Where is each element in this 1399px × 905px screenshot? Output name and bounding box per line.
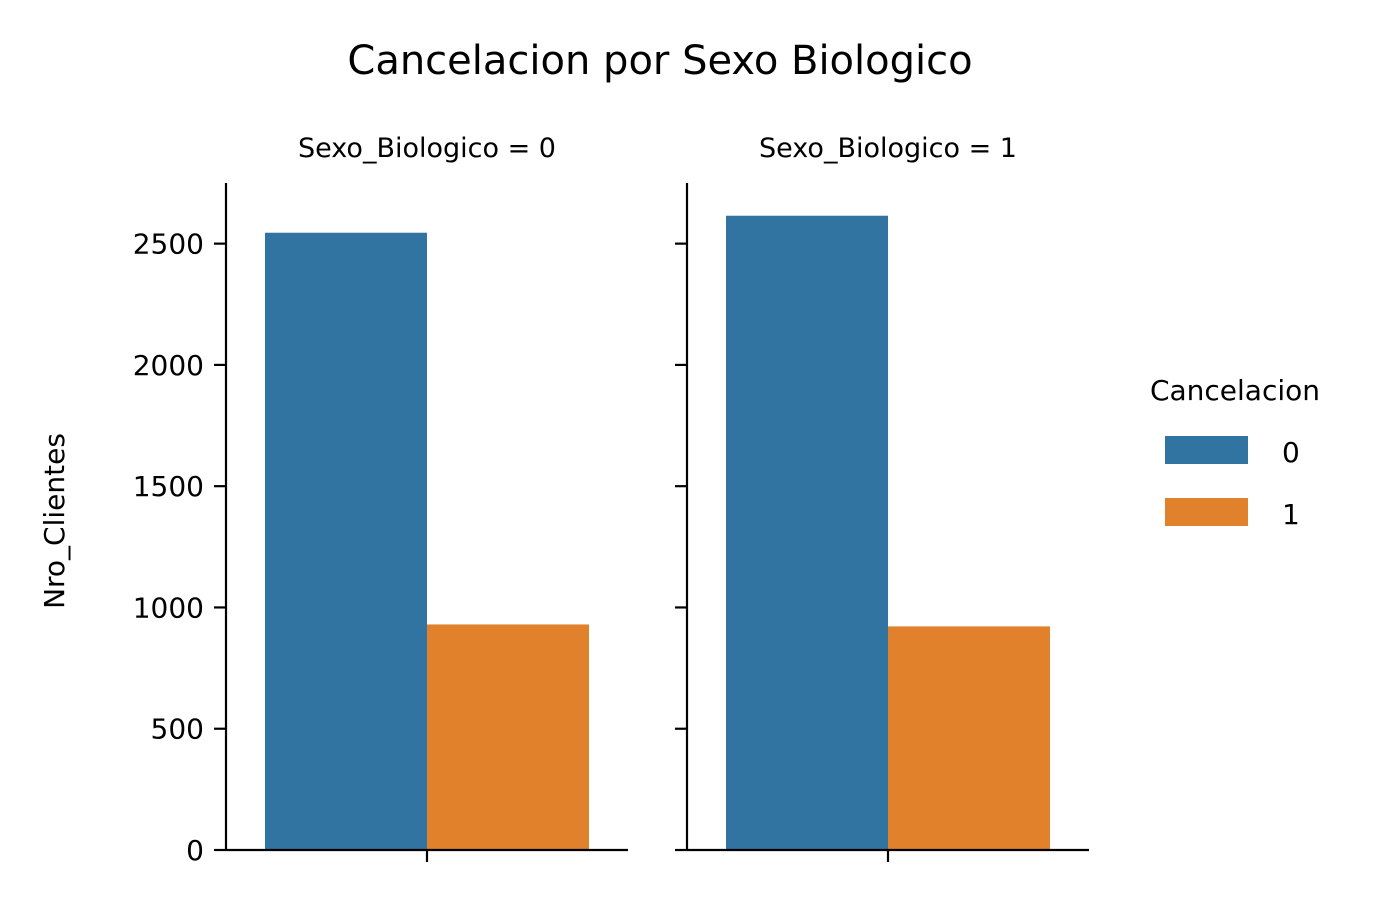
legend-label-0: 0 <box>1282 436 1300 469</box>
bar-facet-0-cancelacion-1 <box>427 624 589 850</box>
y-tick-label-500: 500 <box>151 713 204 746</box>
y-tick-label-1000: 1000 <box>133 591 204 624</box>
chart-title: Cancelacion por Sexo Biologico <box>347 38 972 84</box>
facet-title-1: Sexo_Biologico = 1 <box>759 133 1017 164</box>
y-tick-label-0: 0 <box>186 834 204 867</box>
bar-facet-0-cancelacion-0 <box>265 232 427 851</box>
y-tick-label-1500: 1500 <box>133 470 204 503</box>
facet-title-0: Sexo_Biologico = 0 <box>298 133 556 164</box>
legend-title: Cancelacion <box>1150 374 1320 407</box>
legend-swatch-0 <box>1165 436 1248 464</box>
facets: Sexo_Biologico = 005001000150020002500Se… <box>133 133 1089 867</box>
bar-facet-1-cancelacion-1 <box>888 626 1050 850</box>
facet-panel-1: Sexo_Biologico = 1 <box>675 133 1089 862</box>
legend-swatch-1 <box>1165 498 1248 526</box>
y-axis-label: Nro_Clientes <box>38 433 71 609</box>
facet-panel-0: Sexo_Biologico = 0 0 500 1000 1500 2000 2500 <box>133 133 628 867</box>
bar-facet-1-cancelacion-0 <box>726 215 888 850</box>
legend-label-1: 1 <box>1282 498 1300 531</box>
y-tick-label-2000: 2000 <box>133 349 204 382</box>
legend: Cancelacion 0 1 <box>1150 374 1320 531</box>
y-tick-label-2500: 2500 <box>133 228 204 261</box>
